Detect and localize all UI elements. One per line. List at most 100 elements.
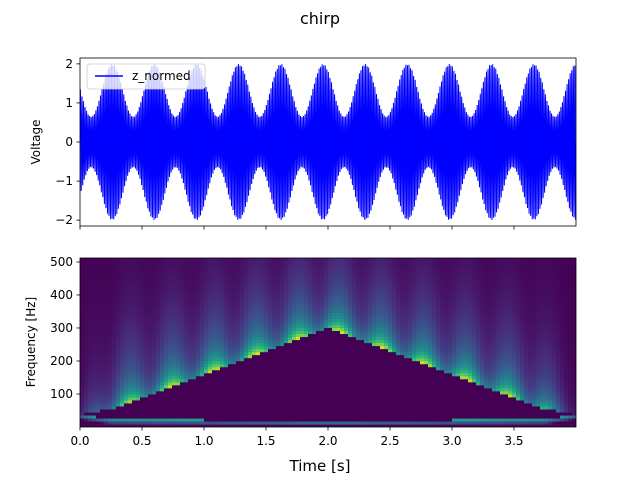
heatmap-cell <box>244 318 249 322</box>
heatmap-cell <box>248 309 253 313</box>
heatmap-cell <box>272 291 277 295</box>
heatmap-cell <box>200 399 205 404</box>
heatmap-cell <box>252 264 257 268</box>
heatmap-cell <box>224 402 229 407</box>
heatmap-cell <box>228 330 233 335</box>
heatmap-cell <box>356 264 361 268</box>
heatmap-cell <box>244 420 249 425</box>
heatmap-cell <box>100 297 105 301</box>
heatmap-cell <box>288 303 293 307</box>
heatmap-cell <box>216 357 221 362</box>
heatmap-cell <box>424 357 429 362</box>
heatmap-cell <box>372 357 377 362</box>
heatmap-cell <box>168 294 173 298</box>
heatmap-cell <box>368 336 373 341</box>
heatmap-cell <box>248 381 253 386</box>
heatmap-cell <box>356 357 361 362</box>
heatmap-cell <box>168 312 173 316</box>
heatmap-cell <box>196 267 201 271</box>
heatmap-cell <box>388 276 393 280</box>
heatmap-cell <box>204 303 209 307</box>
heatmap-cell <box>100 285 105 289</box>
heatmap-cell <box>368 378 373 383</box>
heatmap-cell <box>108 264 113 268</box>
heatmap-cell <box>212 297 217 301</box>
heatmap-cell <box>248 408 253 413</box>
heatmap-cell <box>160 408 165 413</box>
heatmap-cell <box>344 261 349 265</box>
heatmap-cell <box>112 399 117 404</box>
heatmap-cell <box>396 372 401 377</box>
heatmap-cell <box>232 408 237 413</box>
heatmap-cell <box>276 354 281 359</box>
heatmap-cell <box>420 285 425 289</box>
heatmap-cell <box>180 285 185 289</box>
heatmap-cell <box>128 330 133 335</box>
heatmap-cell <box>384 279 389 283</box>
heatmap-cell <box>140 399 145 404</box>
heatmap-cell <box>272 363 277 368</box>
heatmap-cell <box>236 372 241 377</box>
heatmap-cell <box>80 378 85 383</box>
heatmap-cell <box>100 282 105 286</box>
heatmap-cell <box>96 417 101 422</box>
heatmap-cell <box>304 330 309 335</box>
heatmap-cell <box>136 414 141 419</box>
heatmap-cell <box>384 303 389 307</box>
heatmap-cell <box>344 315 349 319</box>
heatmap-cell <box>320 393 325 398</box>
heatmap-cell <box>332 333 337 338</box>
heatmap-cell <box>280 306 285 310</box>
heatmap-cell <box>144 330 149 335</box>
heatmap-cell <box>124 300 129 304</box>
heatmap-cell <box>216 354 221 359</box>
heatmap-cell <box>208 408 213 413</box>
heatmap-cell <box>248 324 253 329</box>
heatmap-cell <box>116 324 121 329</box>
heatmap-cell <box>276 285 281 289</box>
heatmap-cell <box>136 375 141 380</box>
heatmap-cell <box>96 363 101 368</box>
heatmap-cell <box>408 309 413 313</box>
heatmap-cell <box>356 333 361 338</box>
heatmap-cell <box>400 276 405 280</box>
heatmap-cell <box>256 348 261 353</box>
heatmap-cell <box>332 363 337 368</box>
heatmap-cell <box>148 273 153 277</box>
heatmap-cell <box>200 411 205 416</box>
heatmap-cell <box>432 360 437 365</box>
heatmap-cell <box>352 360 357 365</box>
heatmap-cell <box>344 297 349 301</box>
heatmap-cell <box>376 273 381 277</box>
heatmap-cell <box>148 411 153 416</box>
heatmap-cell <box>136 363 141 368</box>
heatmap-cell <box>388 387 393 392</box>
heatmap-cell <box>308 312 313 316</box>
heatmap-cell <box>188 333 193 338</box>
heatmap-cell <box>344 381 349 386</box>
heatmap-cell <box>244 291 249 295</box>
heatmap-cell <box>168 351 173 356</box>
heatmap-cell <box>392 363 397 368</box>
heatmap-cell <box>304 396 309 401</box>
heatmap-cell <box>376 342 381 347</box>
heatmap-cell <box>288 264 293 268</box>
heatmap-cell <box>368 339 373 344</box>
heatmap-cell <box>200 276 205 280</box>
heatmap-cell <box>184 399 189 404</box>
heatmap-cell <box>400 405 405 410</box>
heatmap-cell <box>288 354 293 359</box>
heatmap-cell <box>108 270 113 274</box>
heatmap-cell <box>100 399 105 404</box>
heatmap-cell <box>104 309 109 313</box>
heatmap-cell <box>264 324 269 329</box>
heatmap-cell <box>120 270 125 274</box>
heatmap-cell <box>120 297 125 301</box>
heatmap-cell <box>180 354 185 359</box>
voltage-y-tick-label: 1 <box>65 96 73 110</box>
heatmap-cell <box>408 375 413 380</box>
heatmap-cell <box>124 399 129 404</box>
heatmap-cell <box>84 408 89 413</box>
heatmap-cell <box>132 363 137 368</box>
heatmap-cell <box>140 276 145 280</box>
